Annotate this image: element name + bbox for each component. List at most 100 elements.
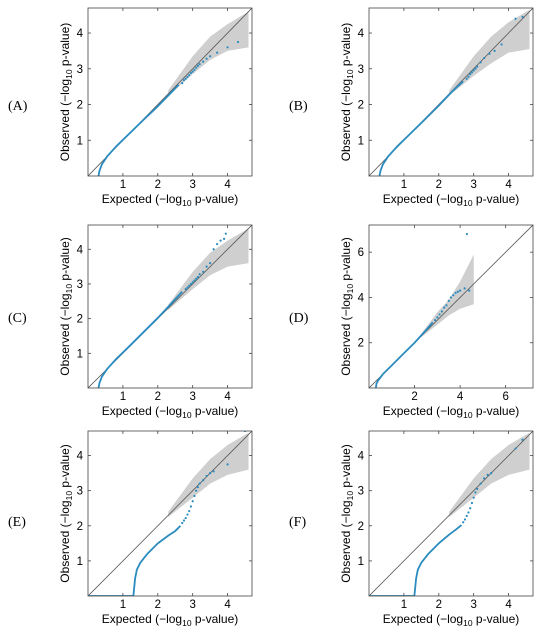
y-tick-label: 2 [358, 521, 364, 533]
x-tick-label: 2 [411, 391, 417, 403]
data-point [469, 73, 472, 76]
data-point [198, 273, 201, 276]
data-point [465, 232, 469, 236]
data-point [493, 49, 496, 52]
data-point [447, 299, 450, 302]
data-point [452, 294, 455, 297]
data-point [463, 518, 467, 521]
x-tick-label: 6 [502, 391, 508, 403]
data-point [195, 489, 198, 492]
plot-area [88, 8, 252, 176]
data-point [209, 262, 212, 265]
data-point [205, 474, 208, 478]
data-point [188, 509, 191, 513]
plot-area [88, 225, 252, 388]
y-axis-label: Observed (−log10 p-value) [58, 23, 74, 162]
data-point [445, 304, 448, 307]
x-axis-label: Expected (−log10 p-value) [102, 404, 239, 420]
data-point [216, 51, 219, 54]
x-tick-label: 3 [189, 391, 195, 403]
data-point [459, 289, 462, 292]
plot-frame [87, 224, 253, 389]
x-tick-label: 1 [401, 599, 407, 611]
data-point [465, 514, 468, 518]
data-point [474, 491, 477, 494]
data-point [202, 270, 205, 273]
data-point [438, 313, 441, 316]
data-point [186, 513, 189, 516]
panel-label: (B) [289, 99, 308, 114]
x-axis-label: Expected (−log10 p-value) [102, 612, 239, 628]
x-tick-label: 3 [189, 179, 195, 191]
y-tick-label: 1 [77, 556, 83, 568]
data-point [449, 296, 453, 299]
plot-area [369, 431, 533, 596]
x-tick-label: 2 [155, 599, 161, 611]
data-point [463, 287, 466, 290]
data-point [226, 463, 229, 466]
data-point [483, 477, 486, 480]
x-axis-label: Expected (−log10 p-value) [383, 404, 520, 420]
plot-frame [368, 224, 534, 389]
y-tick-label: 3 [77, 486, 83, 498]
y-tick-label: 2 [77, 100, 83, 112]
data-point [212, 470, 215, 473]
x-tick-label: 2 [155, 179, 161, 191]
data-point [456, 290, 459, 293]
data-point [486, 473, 489, 476]
y-tick-label: 4 [77, 244, 84, 256]
data-point [216, 242, 219, 246]
data-point [196, 486, 200, 489]
panel-label: (F) [289, 515, 306, 530]
data-point [236, 40, 240, 44]
plot-area [369, 8, 533, 176]
data-point [198, 63, 201, 66]
y-tick-label: 4 [77, 28, 84, 40]
data-point [209, 472, 212, 475]
y-tick-label: 1 [358, 556, 364, 568]
data-point [181, 521, 184, 525]
data-point [198, 482, 201, 485]
x-tick-label: 2 [436, 179, 442, 191]
data-point [467, 75, 470, 78]
data-point [476, 487, 479, 491]
data-point [189, 505, 193, 508]
plot-area [369, 225, 533, 388]
x-tick-label: 4 [224, 391, 231, 403]
data-point [193, 494, 196, 498]
x-axis-label: Expected (−log10 p-value) [383, 612, 520, 628]
plot-frame [368, 7, 534, 177]
y-axis-label: Observed (−log10 p-value) [339, 237, 355, 376]
data-point [193, 68, 196, 71]
x-tick-label: 1 [401, 179, 407, 191]
data-point [196, 64, 200, 68]
x-tick-label: 4 [505, 179, 512, 191]
data-point [189, 71, 193, 75]
data-point [488, 52, 491, 55]
data-point [222, 237, 226, 240]
data-point [521, 15, 524, 19]
x-tick-label: 1 [120, 179, 126, 191]
reference-diagonal [88, 431, 252, 596]
panel-label: (D) [289, 311, 309, 326]
data-point [205, 265, 208, 268]
observed-curve [97, 290, 183, 388]
data-point [193, 279, 196, 282]
x-tick-label: 2 [155, 391, 161, 403]
y-tick-label: 1 [358, 135, 364, 147]
y-axis-label: Observed (−log10 p-value) [339, 23, 355, 162]
observed-curve [88, 525, 182, 596]
data-point [462, 521, 465, 524]
y-tick-label: 2 [358, 100, 364, 112]
data-point [483, 56, 486, 60]
data-point [182, 519, 186, 522]
panel-label: (A) [8, 99, 28, 114]
data-point [202, 60, 205, 63]
data-point [470, 71, 474, 74]
